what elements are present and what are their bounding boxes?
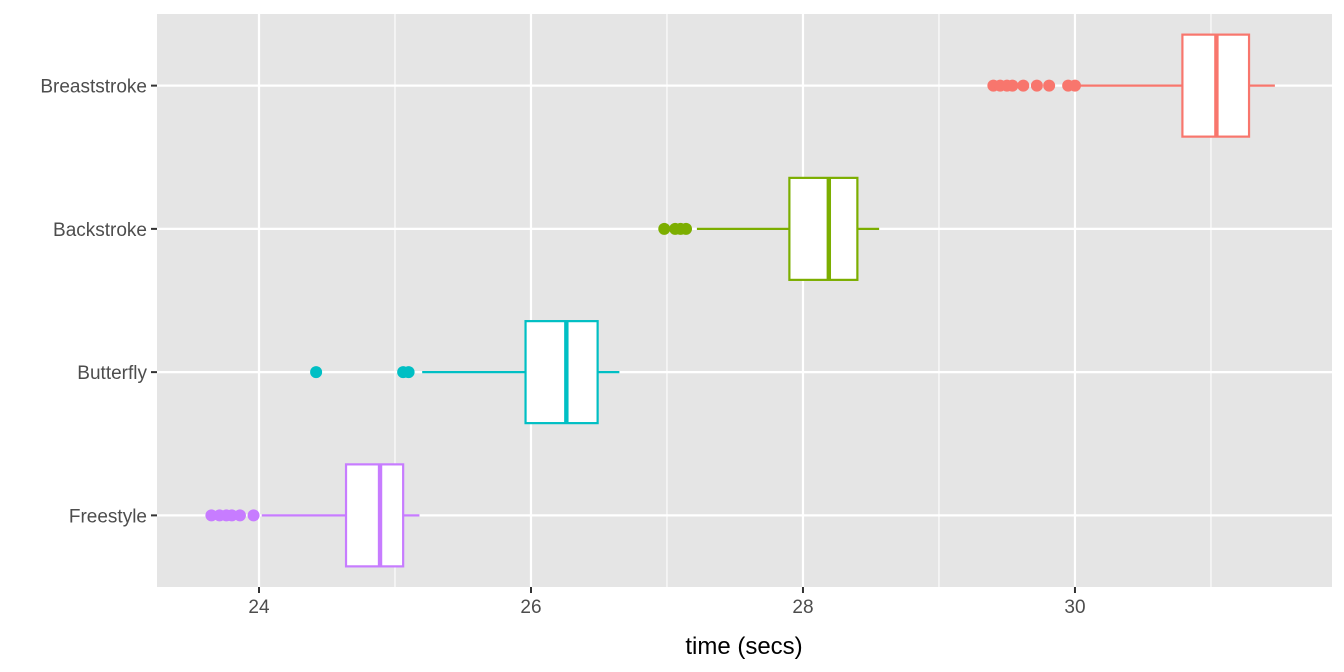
- outlier-point: [1006, 79, 1019, 92]
- outlier-point: [1017, 79, 1030, 92]
- y-tick-label: Backstroke: [53, 220, 147, 241]
- outlier-point: [310, 366, 323, 379]
- x-tick-label: 26: [520, 597, 541, 618]
- y-tick-label: Butterfly: [77, 363, 147, 384]
- y-tick-label: Freestyle: [69, 506, 147, 527]
- outlier-point: [1068, 79, 1081, 92]
- x-axis-title: time (secs): [685, 633, 802, 660]
- y-tick-label: Breaststroke: [40, 77, 147, 98]
- box-iqr: [344, 463, 405, 568]
- plot-panel: [157, 14, 1332, 587]
- x-tick-label: 24: [248, 597, 270, 618]
- outlier-point: [1030, 79, 1043, 92]
- outlier-point: [402, 366, 415, 379]
- box-backstroke: [658, 176, 880, 281]
- x-tick-label: 28: [792, 597, 813, 618]
- box-iqr: [788, 176, 859, 281]
- box-butterfly: [310, 320, 620, 425]
- box-iqr: [524, 320, 599, 425]
- box-freestyle: [205, 463, 420, 568]
- outlier-point: [680, 222, 693, 235]
- box-breaststroke: [987, 33, 1275, 138]
- x-tick-label: 30: [1064, 597, 1085, 618]
- outlier-point: [247, 509, 260, 522]
- outlier-point: [233, 509, 246, 522]
- outlier-point: [1043, 79, 1056, 92]
- outlier-point: [658, 222, 671, 235]
